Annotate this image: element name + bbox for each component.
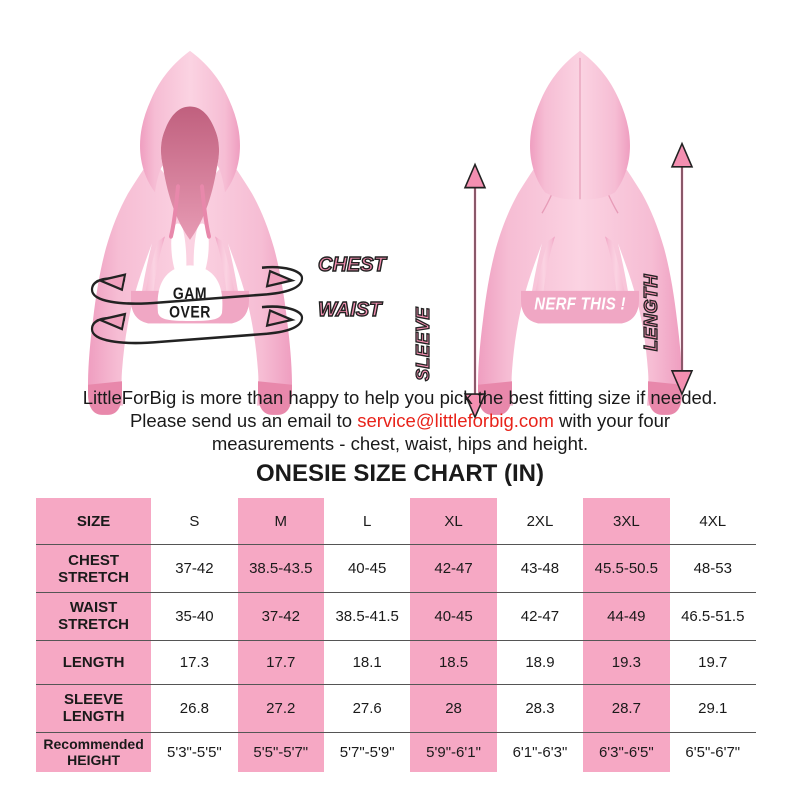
svg-text:OVER: OVER (169, 304, 211, 322)
